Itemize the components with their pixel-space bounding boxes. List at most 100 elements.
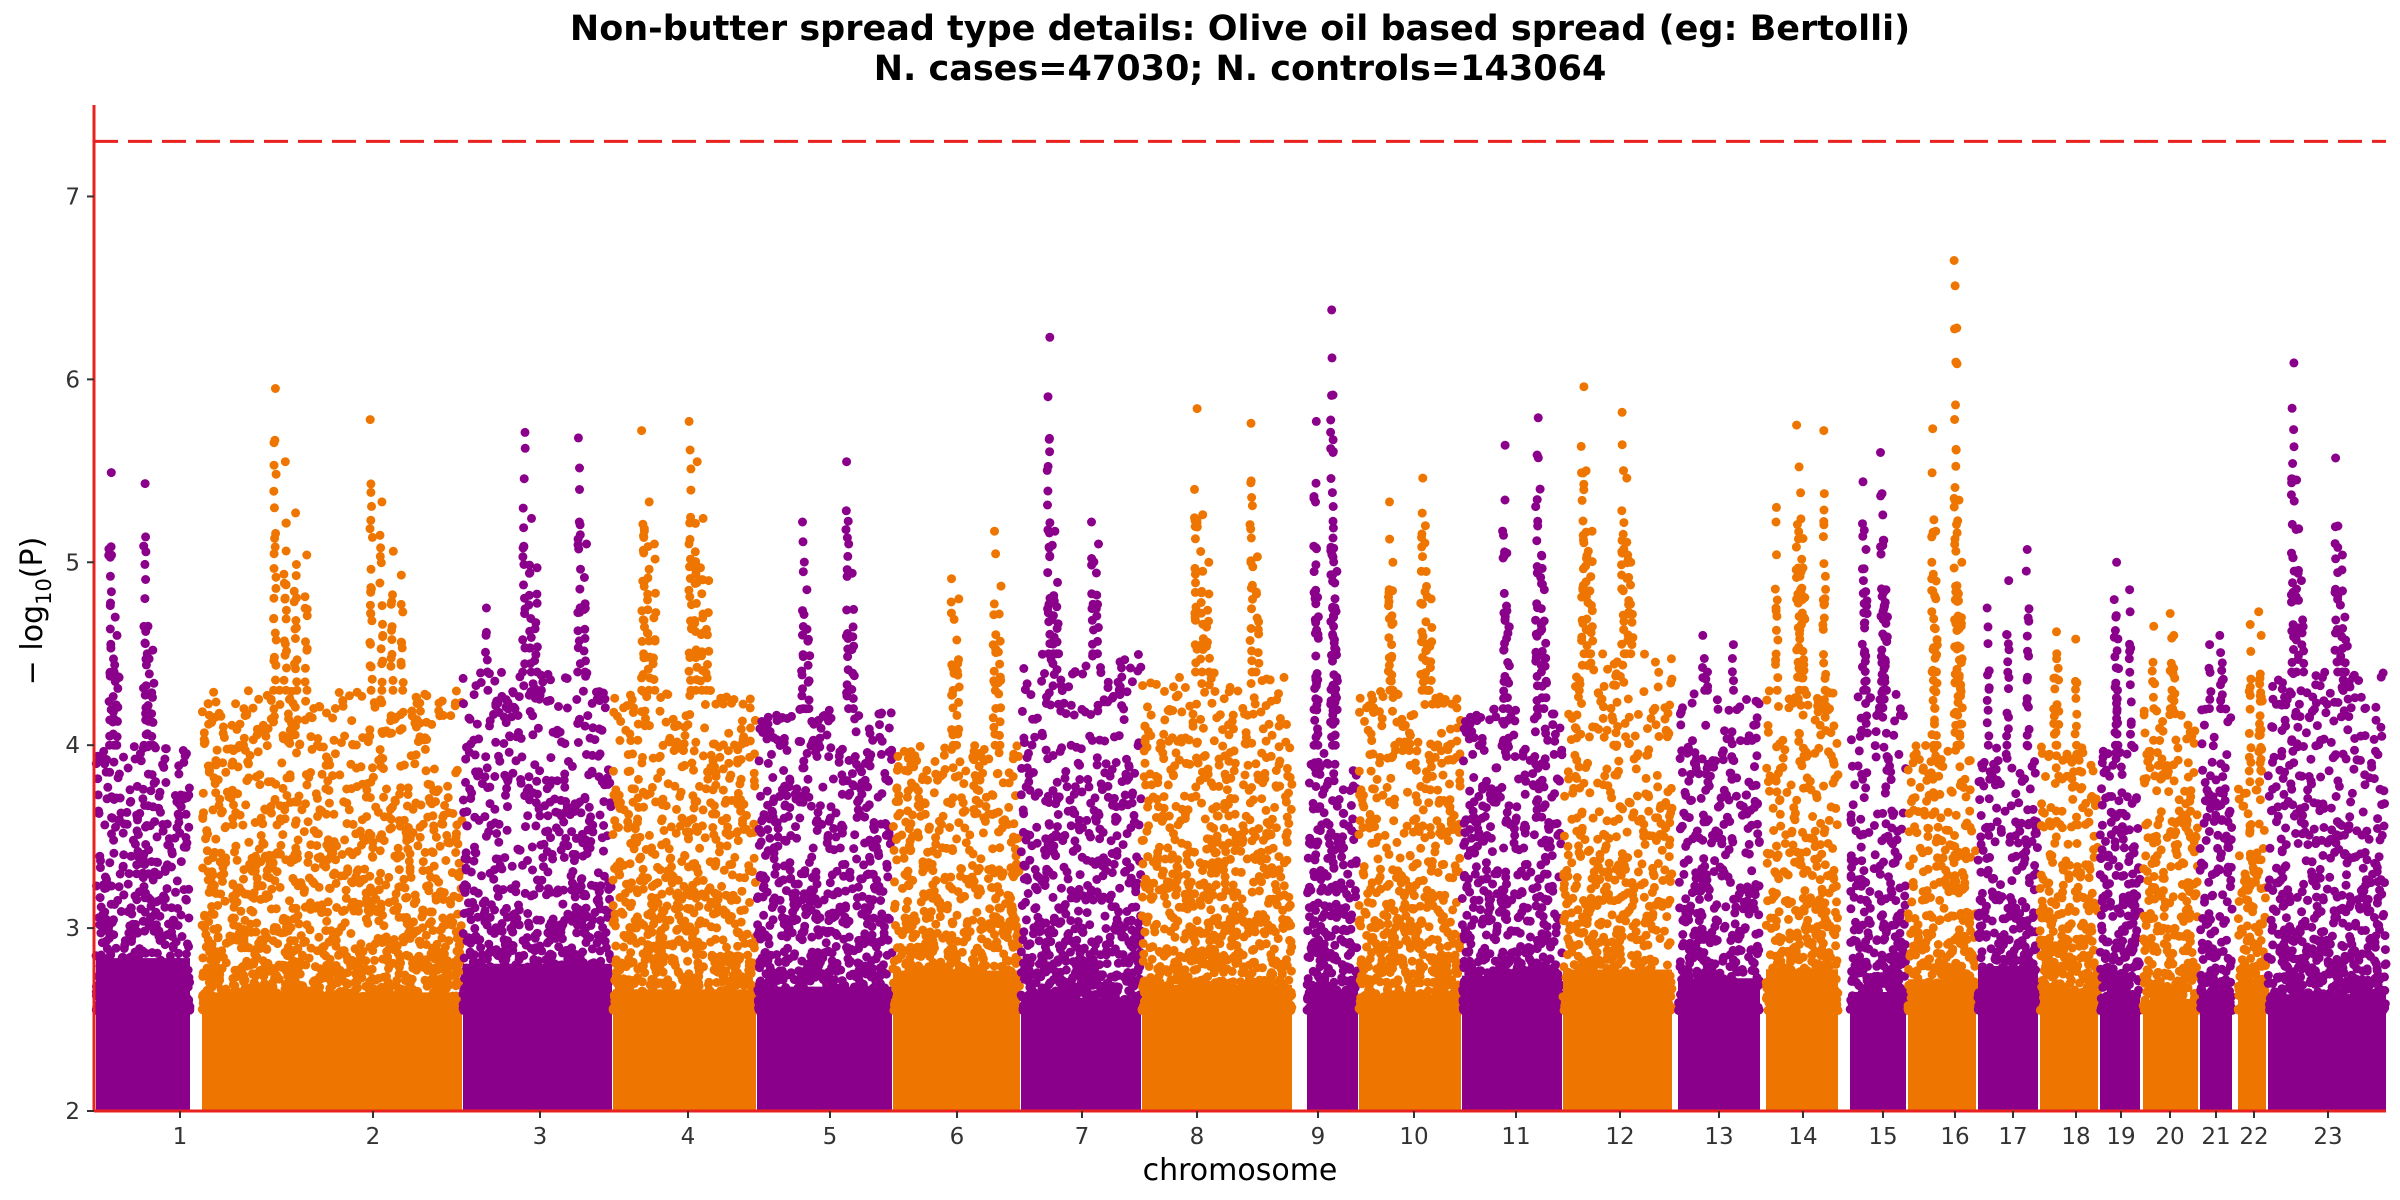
snp-point <box>282 519 291 528</box>
snp-point <box>139 542 148 551</box>
snp-point <box>377 558 386 567</box>
snp-point <box>700 723 709 732</box>
snp-point <box>643 605 652 614</box>
snp-point <box>256 966 265 975</box>
snp-point <box>367 686 376 695</box>
snp-point <box>507 712 516 721</box>
snp-point <box>427 917 436 926</box>
snp-point <box>650 636 659 645</box>
snp-point <box>464 898 473 907</box>
snp-point <box>370 956 379 965</box>
snp-point <box>292 571 301 580</box>
snp-point <box>300 827 309 836</box>
snp-point <box>485 783 494 792</box>
snp-point <box>423 813 432 822</box>
snp-point <box>459 1006 468 1015</box>
snp-point <box>583 711 592 720</box>
snp-point <box>106 572 115 581</box>
snp-point <box>625 923 634 932</box>
snp-point <box>574 738 583 747</box>
snp-point <box>238 742 247 751</box>
snp-point <box>169 960 178 969</box>
snp-point <box>342 799 351 808</box>
snp-point <box>407 751 416 760</box>
snp-point <box>120 941 129 950</box>
snp-point <box>501 791 510 800</box>
snp-point <box>161 778 170 787</box>
snp-point <box>576 530 585 539</box>
snp-point <box>427 847 436 856</box>
snp-point <box>702 686 711 695</box>
snp-point <box>387 597 396 606</box>
snp-point <box>528 843 537 852</box>
snp-point <box>590 735 599 744</box>
snp-point <box>346 760 355 769</box>
snp-point <box>469 857 478 866</box>
snp-point <box>272 573 281 582</box>
peak-point <box>521 428 530 437</box>
snp-point <box>465 714 474 723</box>
snp-point <box>301 592 310 601</box>
snp-point <box>643 590 652 599</box>
snp-point <box>707 922 716 931</box>
snp-point <box>503 1003 512 1012</box>
snp-point <box>109 849 118 858</box>
snp-point <box>494 855 503 864</box>
snp-point <box>281 814 290 823</box>
snp-point <box>492 829 501 838</box>
snp-point <box>96 856 105 865</box>
snp-point <box>128 921 137 930</box>
snp-point <box>300 888 309 897</box>
snp-point <box>571 950 580 959</box>
snp-point <box>126 797 135 806</box>
snp-point <box>183 939 192 948</box>
snp-point <box>648 882 657 891</box>
snp-point <box>167 928 176 937</box>
snp-point <box>728 961 737 970</box>
snp-point <box>580 573 589 582</box>
snp-point <box>160 972 169 981</box>
snp-point <box>204 969 213 978</box>
snp-point <box>568 917 577 926</box>
snp-point <box>114 773 123 782</box>
snp-point <box>102 768 111 777</box>
snp-point <box>564 757 573 766</box>
snp-point <box>290 587 299 596</box>
snp-point <box>429 972 438 981</box>
snp-point <box>746 723 755 732</box>
snp-point <box>612 971 621 980</box>
snp-point <box>726 771 735 780</box>
snp-point <box>471 750 480 759</box>
snp-point <box>574 545 583 554</box>
snp-point <box>376 846 385 855</box>
snp-point <box>376 745 385 754</box>
snp-point <box>292 816 301 825</box>
snp-point <box>368 533 377 542</box>
snp-point <box>490 677 499 686</box>
snp-point <box>239 875 248 884</box>
snp-point <box>601 906 610 915</box>
snp-point <box>284 709 293 718</box>
snp-point <box>264 959 273 968</box>
snp-point <box>221 768 230 777</box>
snp-point <box>371 803 380 812</box>
snp-point <box>583 971 592 980</box>
snp-point <box>664 940 673 949</box>
snp-point <box>750 782 759 791</box>
snp-point <box>381 880 390 889</box>
snp-point <box>703 1001 712 1010</box>
snp-point <box>436 1004 445 1013</box>
snp-point <box>119 862 128 871</box>
snp-point <box>366 640 375 649</box>
snp-point <box>691 519 700 528</box>
snp-point <box>728 984 737 993</box>
snp-point <box>145 982 154 991</box>
snp-point <box>281 855 290 864</box>
snp-point <box>322 709 331 718</box>
snp-point <box>367 662 376 671</box>
snp-point <box>139 917 148 926</box>
snp-point <box>444 962 453 971</box>
snp-point <box>461 755 470 764</box>
snp-point <box>639 533 648 542</box>
